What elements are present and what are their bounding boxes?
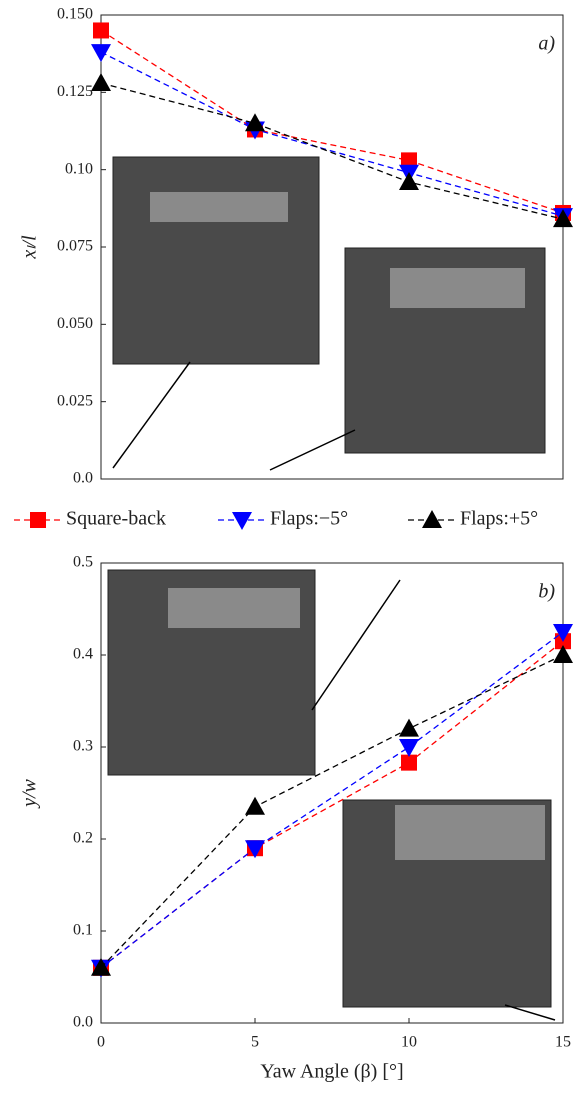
x-tick-label: 15	[555, 1034, 571, 1051]
legend-marker	[30, 512, 46, 528]
y-axis-label: xₗ/l	[19, 235, 41, 260]
arrow	[311, 579, 401, 711]
photo-detail	[168, 588, 300, 628]
x-tick-label: 10	[401, 1034, 417, 1051]
legend-label: Flaps:−5°	[270, 508, 348, 530]
point	[245, 840, 265, 859]
series-line	[100, 631, 564, 969]
arrow	[269, 429, 356, 471]
legend-marker	[422, 510, 442, 528]
series-line	[100, 640, 564, 969]
arrow	[112, 361, 191, 469]
point	[91, 73, 111, 92]
series-line	[100, 82, 564, 220]
legend-marker	[232, 512, 252, 530]
y-tick-label: 0.0	[73, 1014, 93, 1031]
y-tick-label: 0.150	[57, 6, 93, 23]
series-line	[100, 654, 564, 969]
point	[399, 739, 419, 757]
arrow	[504, 1004, 556, 1021]
point	[553, 645, 573, 663]
photo-detail	[150, 192, 288, 222]
y-tick-label: 0.0	[73, 470, 93, 487]
y-tick-label: 0.5	[73, 554, 93, 571]
y-axis-label: y/w	[19, 778, 41, 808]
point	[401, 152, 417, 169]
point	[91, 44, 111, 63]
y-tick-label: 0.4	[73, 646, 93, 663]
y-tick-label: 0.3	[73, 738, 93, 755]
x-tick-label: 5	[251, 1034, 259, 1051]
axes-frame-b	[100, 562, 564, 1024]
legend-label: Square-back	[66, 508, 166, 530]
point	[401, 754, 417, 771]
point	[553, 209, 573, 228]
photo	[112, 156, 320, 365]
x-axis-label: Yaw Angle (β) [°]	[260, 1061, 403, 1083]
series-line	[100, 51, 564, 217]
y-tick-label: 0.125	[57, 83, 93, 100]
point	[245, 796, 265, 815]
y-tick-label: 0.075	[57, 238, 93, 255]
y-tick-label: 0.10	[65, 160, 93, 177]
point	[553, 624, 573, 642]
series-line	[100, 29, 564, 214]
y-tick-label: 0.050	[57, 315, 93, 332]
legend-label: Flaps:+5°	[460, 508, 538, 530]
point	[399, 172, 419, 191]
point	[399, 718, 419, 737]
photo-detail	[395, 805, 545, 860]
y-tick-label: 0.025	[57, 392, 93, 409]
photo-detail	[390, 268, 525, 308]
panel-label: b)	[538, 581, 555, 603]
panel-label: a)	[538, 33, 555, 55]
y-tick-label: 0.1	[73, 922, 93, 939]
y-tick-label: 0.2	[73, 830, 93, 847]
point	[91, 957, 111, 976]
x-tick-label: 0	[97, 1034, 105, 1051]
point	[93, 22, 109, 39]
point	[245, 113, 265, 132]
photos	[107, 156, 556, 1021]
